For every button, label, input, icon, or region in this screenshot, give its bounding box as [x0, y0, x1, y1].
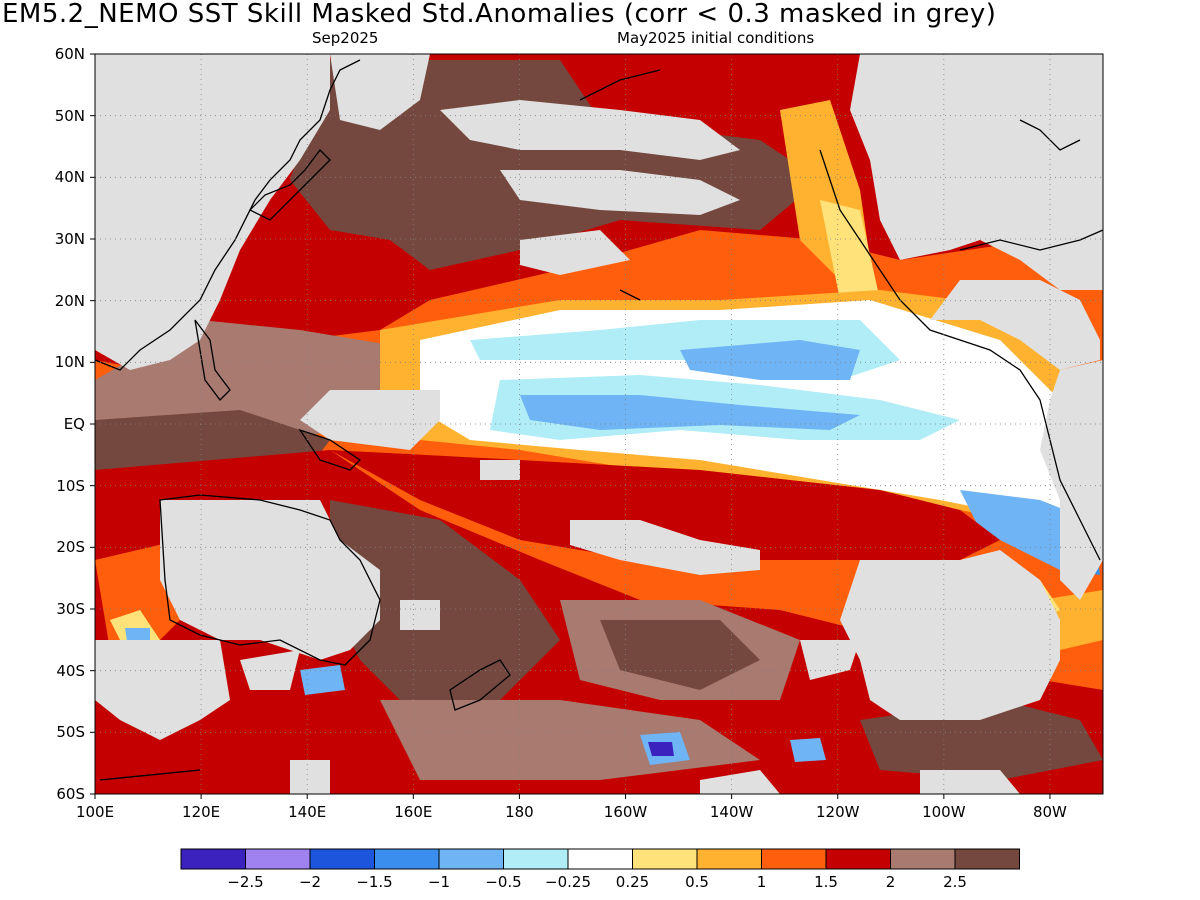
axis-ticks	[90, 53, 1051, 799]
colorbar-label: −0.25	[545, 873, 591, 891]
colorbar-label: 2	[885, 873, 896, 891]
map-field	[95, 54, 1103, 794]
colorbar-label: 0.25	[615, 873, 650, 891]
colorbar-swatch	[374, 848, 440, 870]
initial-conditions-label: May2025 initial conditions	[617, 29, 815, 47]
graticule	[95, 54, 1103, 794]
coastlines	[95, 59, 1103, 781]
colorbar-swatch	[696, 848, 762, 870]
colorbar	[180, 848, 1020, 870]
colorbar-label: 1	[756, 873, 767, 891]
lon-label: 160E	[394, 803, 433, 821]
masked-area	[95, 54, 1103, 794]
lon-label: 120E	[182, 803, 221, 821]
colorbar-swatch	[503, 848, 569, 870]
colorbar-swatch	[825, 848, 891, 870]
map-title: EM5.2_NEMO SST Skill Masked Std.Anomalie…	[2, 0, 997, 29]
colorbar-label: −2	[298, 873, 322, 891]
lat-label: 30N	[54, 230, 85, 248]
colorbar-swatch	[761, 848, 827, 870]
lat-label: 50N	[54, 106, 85, 125]
colorbar-swatch	[245, 848, 311, 870]
lon-label: 80W	[1032, 803, 1067, 821]
lon-label: 160W	[603, 803, 648, 821]
lat-label: 50S	[56, 723, 85, 742]
lat-label: 40S	[56, 661, 85, 680]
colorbar-label: −1.5	[356, 873, 393, 891]
lat-label: 30S	[56, 600, 85, 618]
colorbar-swatch	[890, 848, 956, 870]
colorbar-label: −0.5	[485, 873, 522, 891]
lat-label: 10N	[54, 353, 85, 372]
colorbar-label: 2.5	[943, 873, 967, 891]
lon-label: 120W	[816, 803, 860, 821]
colorbar-swatch	[438, 848, 504, 870]
colorbar-label: 0.5	[685, 873, 709, 891]
lon-label: 140W	[709, 803, 754, 821]
colorbar-label: −2.5	[227, 873, 264, 891]
colorbar-label: −1	[427, 873, 451, 891]
lat-label: 60S	[56, 785, 85, 803]
lon-label: 100W	[922, 803, 966, 821]
lon-label: 100E	[75, 803, 115, 821]
lat-label: 40N	[54, 168, 85, 187]
colorbar-label: 1.5	[814, 873, 838, 891]
lat-label: 10S	[56, 476, 85, 495]
lat-label: 20N	[54, 291, 85, 310]
lat-label: 20S	[56, 538, 85, 557]
lat-label: EQ	[63, 415, 85, 433]
colorbar-swatch	[309, 848, 375, 870]
lat-label: 60N	[54, 45, 85, 63]
colorbar-swatch	[567, 848, 633, 870]
colorbar-swatch	[954, 848, 1020, 870]
forecast-month-label: Sep2025	[312, 29, 379, 47]
lon-label: 180	[505, 803, 534, 821]
colorbar-swatch	[632, 848, 698, 870]
lon-label: 140E	[288, 803, 327, 821]
colorbar-swatch	[180, 848, 246, 870]
